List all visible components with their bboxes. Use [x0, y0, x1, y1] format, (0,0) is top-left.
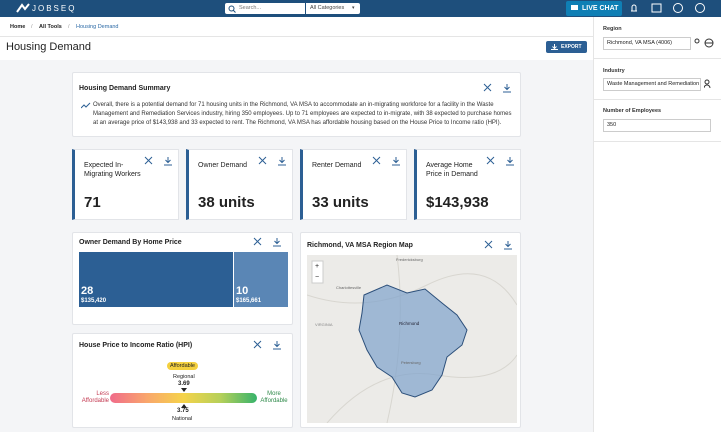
card-icons[interactable]: [372, 156, 402, 166]
cell-price: $135,420: [81, 298, 107, 304]
place-label: Petersburg: [401, 360, 421, 365]
card-icons[interactable]: [484, 240, 514, 250]
search-box[interactable]: Search...: [225, 3, 305, 14]
card-icons[interactable]: [483, 83, 513, 93]
card-icons[interactable]: [486, 156, 516, 166]
stat-card: Renter Demand 33 units: [300, 149, 407, 220]
chat-icon: [571, 5, 578, 10]
category-select[interactable]: All Categories ▾: [306, 3, 360, 14]
region-icons[interactable]: [694, 38, 714, 48]
sidebar: Region Richmond, VA MSA (4006) Industry …: [593, 17, 721, 432]
card-title: Richmond, VA MSA Region Map: [307, 242, 413, 249]
summary-card: Housing Demand Summary Overall, there is…: [72, 72, 521, 137]
export-button[interactable]: EXPORT: [546, 41, 587, 53]
industry-icon[interactable]: [704, 79, 714, 89]
more-affordable: More Affordable: [260, 391, 288, 404]
affordable-badge: Affordable: [167, 362, 198, 370]
card-icons[interactable]: [253, 237, 283, 247]
national-label: National: [172, 416, 193, 422]
map-card: Richmond, VA MSA Region Map + − Frederic…: [300, 232, 521, 428]
card-icons[interactable]: [144, 156, 174, 166]
map[interactable]: [307, 255, 517, 423]
stat-label: Owner Demand: [198, 162, 248, 169]
stat-card: Average Home Price in Demand $143,938: [414, 149, 521, 220]
region-label: Region: [603, 26, 622, 32]
card-icons[interactable]: [253, 340, 283, 350]
stat-card: Expected In-Migrating Workers 71: [72, 149, 179, 220]
breadcrumb: Home / All Tools / Housing Demand: [0, 17, 593, 37]
page-title: Housing Demand: [6, 41, 91, 53]
live-chat-button[interactable]: LIVE CHAT: [566, 1, 622, 16]
summary-text: Overall, there is a potential demand for…: [93, 102, 512, 126]
category-text: All Categories: [310, 5, 345, 11]
treemap-cell[interactable]: 28 $135,420: [79, 252, 233, 307]
divider: [594, 99, 721, 100]
regional-label: Regional: [173, 374, 195, 380]
employees-label: Number of Employees: [603, 108, 662, 114]
logo-icon: [16, 3, 30, 13]
hpi-card: House Price to Income Ratio (HPI) Afford…: [72, 333, 293, 428]
logo[interactable]: JOBSEQ: [32, 4, 77, 13]
card-title: House Price to Income Ratio (HPI): [79, 342, 193, 349]
owner-demand-card: Owner Demand By Home Price 28 $135,420 1…: [72, 232, 293, 325]
stat-value: 71: [84, 194, 101, 211]
hpi-gradient-bar: [110, 393, 257, 403]
zoom-in[interactable]: +: [315, 263, 320, 270]
stat-value: $143,938: [426, 194, 489, 211]
card-title: Housing Demand Summary: [79, 85, 171, 92]
place-label: Fredericksburg: [396, 257, 423, 262]
stat-label: Expected In-Migrating Workers: [84, 162, 141, 178]
divider: [594, 141, 721, 142]
dropdown-caret: ▾: [352, 5, 355, 11]
cell-price: $165,661: [236, 298, 262, 304]
card-title: Owner Demand By Home Price: [79, 239, 182, 246]
stat-label: Renter Demand: [312, 162, 362, 169]
marker: [181, 388, 187, 392]
regional-value: 3.69: [178, 381, 190, 387]
stat-card: Owner Demand 38 units: [186, 149, 293, 220]
nav-icons[interactable]: [628, 3, 712, 14]
industry-label: Industry: [603, 68, 625, 74]
region-input[interactable]: Richmond, VA MSA (4006): [603, 37, 691, 50]
card-icons[interactable]: [258, 156, 288, 166]
stat-label: Average Home Price in Demand: [426, 162, 478, 178]
breadcrumb-home[interactable]: Home: [10, 24, 26, 30]
separator: /: [31, 24, 33, 30]
employees-input[interactable]: 350: [603, 119, 711, 132]
top-bar: JOBSEQ Search... All Categories ▾ LIVE C…: [0, 0, 721, 17]
national-value: 3.75: [177, 408, 189, 414]
stat-value: 33 units: [312, 194, 369, 211]
export-icon: [551, 44, 558, 50]
export-text: EXPORT: [561, 44, 582, 50]
treemap-cell[interactable]: 10 $165,661: [234, 252, 288, 307]
cell-count: 10: [236, 285, 249, 297]
place-label: VIRGINIA: [315, 322, 333, 327]
breadcrumb-current: Housing Demand: [76, 24, 119, 30]
stat-value: 38 units: [198, 194, 255, 211]
divider: [594, 58, 721, 59]
breadcrumb-tools[interactable]: All Tools: [39, 24, 62, 30]
less-affordable: Less Affordable: [81, 391, 109, 404]
trend-icon: [81, 102, 91, 109]
industry-input[interactable]: Waste Management and Remediation: [603, 78, 701, 91]
separator: /: [68, 24, 70, 30]
live-chat-text: LIVE CHAT: [582, 5, 619, 12]
place-label: Charlottesville: [336, 285, 362, 290]
cell-count: 28: [81, 285, 94, 297]
marker: [181, 404, 187, 408]
zoom-out[interactable]: −: [315, 274, 320, 281]
place-label: Richmond: [399, 321, 420, 326]
search-placeholder: Search...: [239, 5, 262, 11]
search-icon: [228, 5, 236, 13]
